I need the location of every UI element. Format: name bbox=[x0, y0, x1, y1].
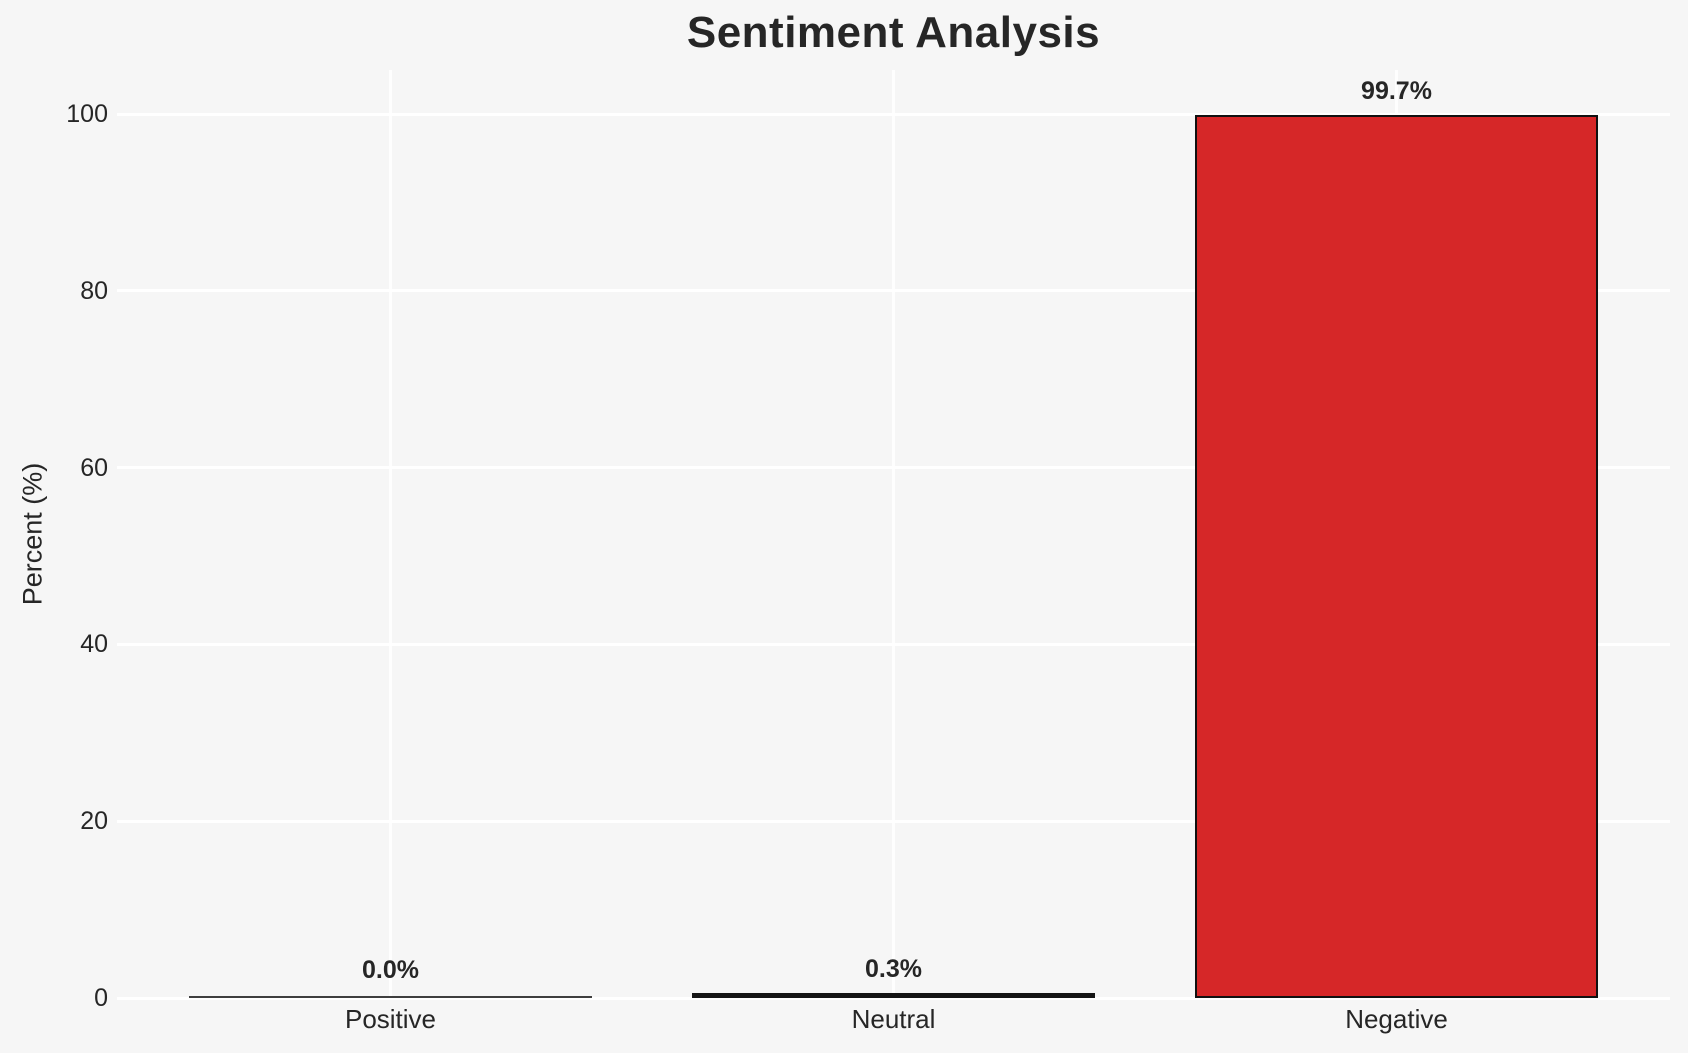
bar-positive bbox=[189, 996, 592, 998]
y-tick-label: 60 bbox=[80, 453, 108, 482]
y-tick-label: 40 bbox=[80, 630, 108, 659]
y-tick-label: 20 bbox=[80, 807, 108, 836]
y-axis-label: Percent (%) bbox=[17, 462, 48, 606]
gridline-vertical bbox=[892, 70, 895, 998]
bar-value-label: 99.7% bbox=[1361, 76, 1432, 105]
plot-area: 0.0% 0.3% 99.7% bbox=[117, 70, 1670, 1000]
gridline-horizontal bbox=[117, 996, 1670, 1000]
x-tick-label-positive: Positive bbox=[344, 1004, 437, 1034]
bar-negative bbox=[1195, 114, 1598, 998]
gridline-vertical bbox=[389, 70, 392, 998]
bar-value-label: 0.3% bbox=[865, 955, 922, 984]
x-tick-label-neutral: Neutral bbox=[851, 1004, 936, 1034]
chart-title: Sentiment Analysis bbox=[686, 8, 1101, 57]
y-tick-label: 80 bbox=[80, 276, 108, 305]
bar-value-label: 0.0% bbox=[362, 956, 419, 984]
x-tick-label-negative: Negative bbox=[1345, 1004, 1448, 1034]
y-tick-label: 100 bbox=[66, 100, 108, 129]
bar-neutral bbox=[692, 993, 1095, 998]
y-tick-label: 0 bbox=[94, 984, 108, 1012]
